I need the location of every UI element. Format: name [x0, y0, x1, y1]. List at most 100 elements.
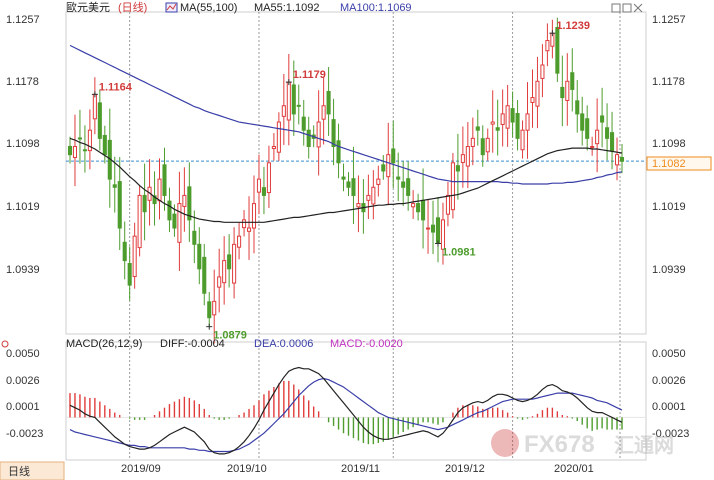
macd-dea-label: DEA:0.0006	[254, 338, 313, 350]
candle-body	[142, 194, 147, 213]
candle-body	[202, 256, 207, 294]
x-axis: 2019/09 2019/10 2019/11 2019/12 2020/01	[121, 463, 594, 475]
candle-body	[411, 203, 416, 208]
candle-body	[619, 157, 625, 162]
candle-body	[480, 138, 485, 156]
candle-body	[381, 164, 386, 172]
y-tick-left-3: 1.1019	[6, 201, 40, 213]
period-label[interactable]: (日线)	[118, 0, 147, 14]
candle-body	[117, 181, 122, 229]
candle-body	[331, 119, 336, 148]
candle-body	[102, 135, 107, 156]
grid	[66, 12, 646, 460]
period-tab-label: 日线	[8, 464, 30, 478]
gear-icon[interactable]	[611, 3, 621, 13]
candle-body	[605, 127, 610, 139]
macd-y-tick-left-1: 0.0026	[6, 375, 40, 387]
candle-body	[326, 90, 331, 115]
candle-body	[266, 162, 271, 194]
y-tick-right-0: 1.1257	[652, 14, 686, 26]
y-axis-right: 1.1257 1.1178 1.1098 1.1019 1.0939	[652, 14, 686, 276]
ma55-line	[69, 137, 623, 223]
y-tick-right-4: 1.0939	[652, 264, 686, 276]
candle-body	[490, 121, 495, 125]
ma100-label: MA100:1.1069	[340, 2, 412, 14]
candle-body	[610, 132, 615, 152]
macd-layer	[69, 366, 623, 455]
annotations-layer: 1.1164 1.1179 1.0879 1.0981 1.1239	[91, 20, 590, 342]
maximize-icon[interactable]	[622, 3, 632, 13]
candle-body	[505, 105, 510, 129]
candle-body	[77, 137, 82, 140]
candle-body	[470, 137, 475, 148]
period-tab[interactable]	[0, 461, 65, 480]
candle-body	[182, 194, 187, 207]
candle-body	[396, 176, 401, 180]
x-tick-3: 2019/12	[445, 463, 485, 475]
candle-body	[187, 186, 192, 221]
watermark: FX678 汇通网	[491, 429, 674, 458]
bottom-tab[interactable]: 日线	[0, 461, 65, 480]
candle-body	[87, 129, 92, 152]
current-price-marker: 1.1082	[646, 156, 712, 171]
x-tick-0: 2019/09	[121, 463, 161, 475]
candle-body	[510, 108, 515, 123]
macd-header: MACD(26,12,9) DIFF:-0.0004 DEA:0.0006 MA…	[1, 338, 403, 350]
y-tick-right-2: 1.1098	[652, 138, 686, 150]
y-tick-left-1: 1.1178	[6, 76, 39, 88]
candle-body	[356, 203, 361, 208]
candle-body	[540, 64, 545, 79]
ma100-line	[69, 44, 623, 185]
candle-body	[401, 181, 406, 188]
candle-body	[286, 81, 291, 121]
candle-body	[92, 93, 97, 120]
candle-body	[227, 254, 232, 270]
macd-value-label: MACD:-0.0020	[330, 338, 403, 350]
candle-body	[465, 146, 470, 167]
candle-body	[232, 243, 237, 284]
candle-body	[485, 137, 490, 153]
macd-y-tick-left-2: 0.0001	[6, 401, 40, 413]
candle-body	[500, 113, 505, 125]
close-icon[interactable]	[633, 3, 643, 13]
candle-body	[530, 97, 535, 103]
candle-body	[575, 100, 580, 115]
candle-body	[495, 127, 500, 131]
candle-body	[177, 203, 182, 243]
macd-panel-frame	[65, 341, 647, 461]
y-tick-left-0: 1.1257	[6, 14, 40, 26]
macd-y-tick-right-0: 0.0050	[652, 348, 686, 360]
candle-body	[67, 146, 73, 156]
candle-body	[122, 241, 127, 262]
candle-body	[237, 235, 242, 248]
candle-body	[445, 194, 450, 215]
candle-body	[261, 187, 266, 196]
candle-body	[440, 219, 446, 250]
candle-body	[515, 112, 520, 139]
chart-header: 歐元美元 (日线) MA(55,100) MA55:1.1092 MA100:1…	[66, 0, 643, 14]
candle-body	[207, 301, 212, 319]
candle-body	[276, 121, 281, 153]
candle-body	[222, 260, 227, 284]
macd-label: MACD(26,12,9)	[66, 338, 142, 350]
candle-body	[475, 126, 480, 131]
candle-body	[430, 224, 436, 233]
candle-body	[152, 195, 157, 205]
candle-body	[435, 217, 441, 245]
candle-body	[346, 181, 351, 188]
candle-body	[242, 219, 247, 229]
macd-settings-icon[interactable]	[1, 340, 9, 348]
candle-body	[595, 129, 600, 145]
watermark-suffix: 汇通网	[614, 433, 674, 457]
candle-body	[336, 140, 341, 164]
candle-body	[296, 104, 301, 107]
candle-body	[421, 199, 426, 221]
candle-body	[291, 84, 296, 115]
y-tick-right-3: 1.1019	[652, 201, 686, 213]
macd-y-tick-left-0: 0.0050	[6, 348, 40, 360]
extreme-label: 1.1239	[556, 20, 590, 32]
candle-body	[162, 164, 167, 196]
price-panel-frame	[65, 11, 647, 335]
candle-body	[545, 40, 550, 52]
